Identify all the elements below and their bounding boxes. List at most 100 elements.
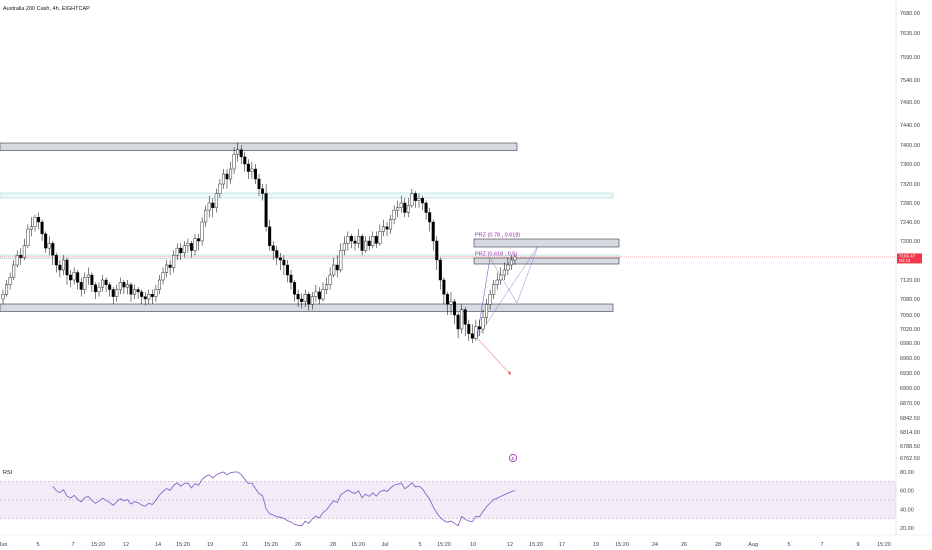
candle	[12, 260, 16, 280]
candle	[175, 243, 179, 260]
candle	[229, 161, 233, 184]
time-tick-label: 15:20	[437, 542, 451, 548]
price-tick-label: 6814.00	[900, 430, 920, 436]
projection-line	[476, 337, 512, 376]
price-tick-label: 6960.00	[900, 356, 920, 362]
candle	[15, 250, 19, 268]
candle	[136, 287, 140, 299]
candle	[125, 280, 129, 295]
time-tick-label: 12	[507, 542, 513, 548]
zone-minor[interactable]	[0, 192, 614, 199]
candle	[261, 184, 265, 201]
time-tick-label: 5	[418, 542, 421, 548]
candle	[54, 252, 58, 273]
last-price-countdown: 00:23	[899, 258, 911, 263]
candle	[58, 260, 62, 278]
time-tick-label: 15:20	[176, 542, 190, 548]
price-tick-label: 6930.00	[900, 371, 920, 377]
time-tick-label: 15:20	[529, 542, 543, 548]
candle	[111, 287, 115, 305]
candle	[342, 236, 346, 256]
price-tick-label: 7540.00	[900, 78, 920, 84]
candle-layer	[1, 142, 517, 343]
price-tick-label: 7120.00	[900, 278, 920, 284]
candle	[246, 159, 250, 179]
pattern-layer	[476, 245, 539, 376]
candle	[378, 224, 382, 246]
time-tick-label: 21	[242, 542, 248, 548]
time-tick-label: 9	[856, 542, 859, 548]
candle	[435, 236, 439, 270]
price-tick-label: 7200.00	[900, 239, 920, 245]
chart-title: Australia 200 Cash, 4h, EIGHTCAP	[3, 6, 90, 12]
pattern-leg	[476, 257, 491, 339]
time-tick-label: 10	[470, 542, 476, 548]
candle	[410, 188, 414, 208]
candle	[413, 191, 417, 208]
time-tick-label: 15:20	[877, 542, 891, 548]
rsi-tick-label: 80.00	[900, 470, 914, 476]
rsi-tick-label: 60.00	[900, 489, 914, 495]
price-axis[interactable]: 7680.00 7635.00 7590.00 7540.00 7490.00 7440.…	[900, 11, 920, 462]
price-tick-label: 6900.00	[900, 386, 920, 392]
candle	[157, 275, 161, 295]
event-marker-circle[interactable]	[508, 453, 517, 462]
candle	[282, 255, 286, 275]
zone-support[interactable]	[0, 303, 614, 312]
candle	[140, 289, 144, 305]
time-tick-label: 24	[652, 542, 658, 548]
candle	[310, 291, 314, 310]
candle	[463, 307, 467, 336]
time-tick-label: 28	[715, 542, 721, 548]
candle	[236, 142, 240, 162]
time-tick-label: 12	[123, 542, 129, 548]
candle	[1, 289, 5, 305]
candle	[492, 280, 496, 299]
zone-prz[interactable]	[473, 238, 620, 248]
candle	[101, 275, 105, 292]
event-marker[interactable]: E	[508, 453, 517, 462]
candle	[371, 231, 375, 249]
price-tick-label: 7680.00	[900, 11, 920, 17]
candle	[406, 198, 410, 218]
candle	[207, 195, 211, 218]
candle	[460, 304, 464, 334]
time-tick-label: Jul	[381, 542, 388, 548]
price-tick-label: 6762.50	[900, 456, 920, 462]
candle	[47, 236, 51, 256]
candle	[317, 287, 321, 305]
candle	[360, 233, 364, 256]
candle	[232, 147, 236, 174]
price-tick-label: 7080.00	[900, 297, 920, 303]
candle	[93, 282, 97, 299]
candle	[268, 219, 272, 251]
zone-resistance[interactable]	[0, 142, 518, 151]
candle	[69, 270, 73, 288]
time-axis[interactable]: Jun 5 7 15:20 12 14 15:20 19 21 15:20 26 28 15:20 Jul…	[0, 542, 891, 548]
candle	[186, 238, 190, 253]
rsi-tick-label: 40.00	[900, 507, 914, 513]
price-tick-label: 6990.00	[900, 341, 920, 347]
time-tick-label: 15:20	[615, 542, 629, 548]
candle	[321, 282, 325, 302]
time-tick-label: 5	[36, 542, 39, 548]
candle	[221, 169, 225, 189]
price-tick-label: 7590.00	[900, 55, 920, 61]
candle	[264, 184, 268, 232]
time-tick-label: 5	[787, 542, 790, 548]
candle	[488, 289, 492, 310]
candle	[225, 169, 229, 189]
zone-prz[interactable]	[473, 257, 620, 265]
candle	[367, 236, 371, 251]
price-tick-label: 6870.00	[900, 401, 920, 407]
pattern-leg	[516, 245, 539, 304]
candle	[381, 219, 385, 237]
candle	[257, 174, 261, 196]
pattern-leg	[489, 257, 518, 304]
candle	[193, 233, 197, 256]
candle	[431, 219, 435, 251]
candle	[218, 179, 222, 199]
price-tick-label: 6788.50	[900, 444, 920, 450]
